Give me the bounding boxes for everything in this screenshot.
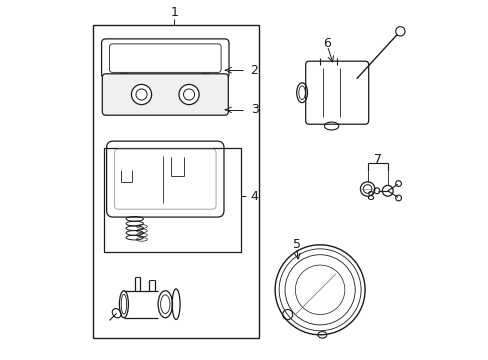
Circle shape [131, 85, 151, 105]
Text: 7: 7 [373, 153, 381, 166]
FancyBboxPatch shape [102, 74, 228, 115]
Text: 6: 6 [323, 37, 330, 50]
Text: 3: 3 [250, 103, 258, 116]
Bar [120, 73, 126, 78]
Bar [202, 73, 208, 78]
Text: 5: 5 [292, 238, 300, 251]
Circle shape [136, 89, 147, 100]
Text: 8: 8 [365, 190, 373, 203]
Circle shape [179, 85, 199, 105]
Text: 4: 4 [250, 190, 258, 203]
Text: 1: 1 [170, 6, 178, 19]
Circle shape [183, 89, 194, 100]
Bar [93, 25, 258, 338]
Text: 2: 2 [250, 64, 258, 77]
Bar [104, 148, 241, 252]
